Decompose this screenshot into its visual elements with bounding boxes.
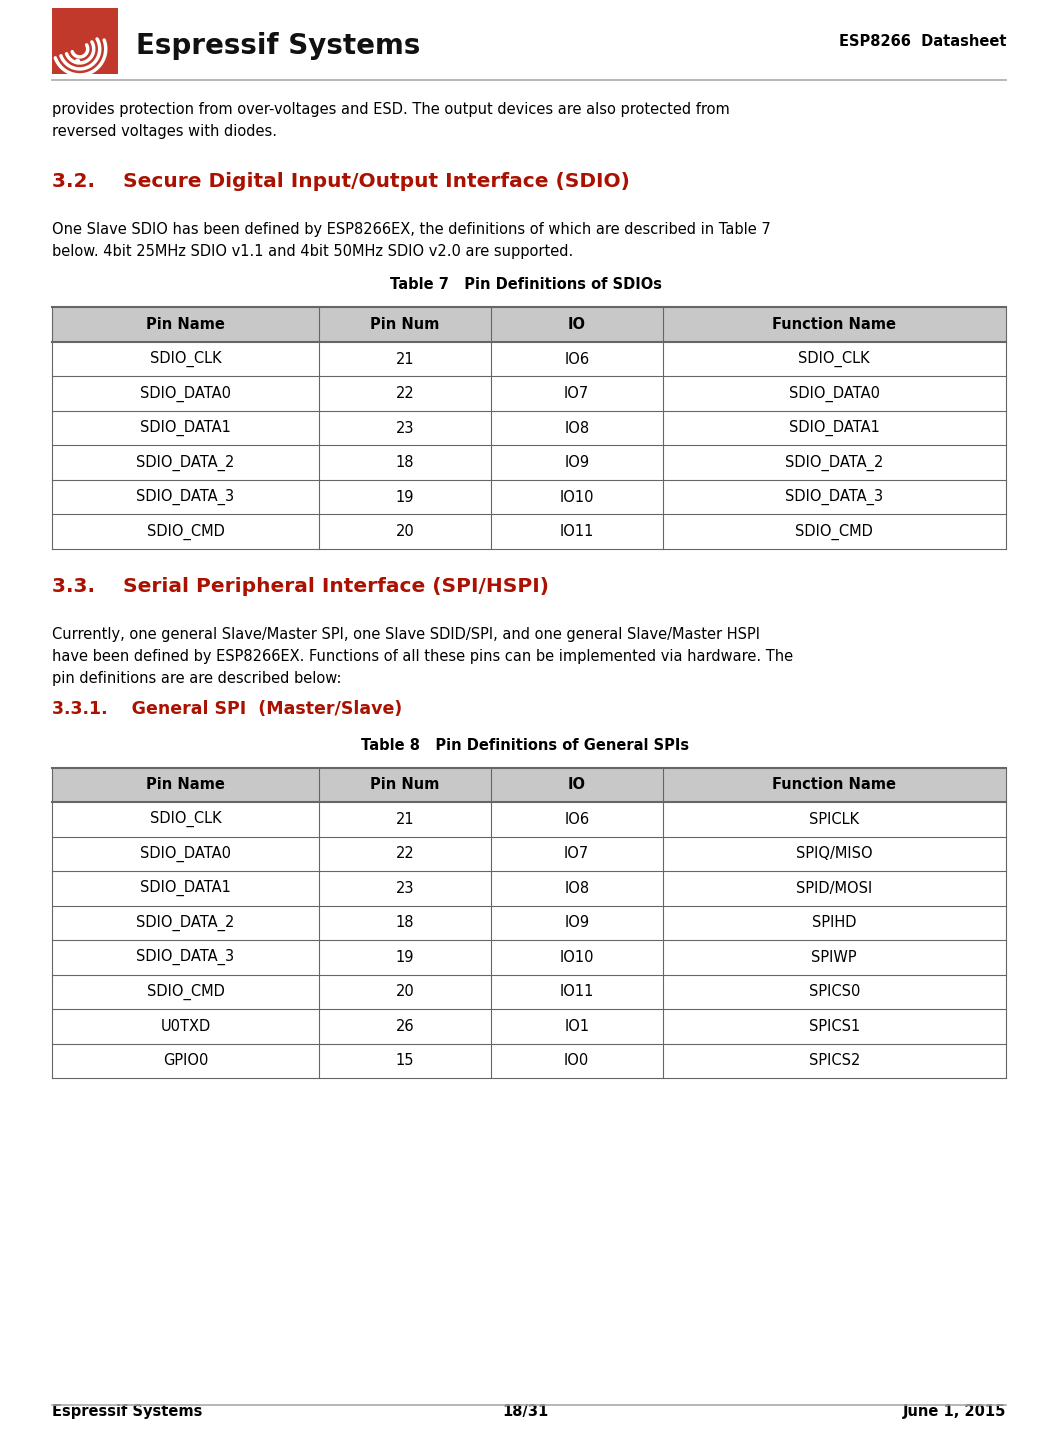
Text: IO6: IO6	[564, 351, 590, 367]
Text: 3.2.    Secure Digital Input/Output Interface (SDIO): 3.2. Secure Digital Input/Output Interfa…	[51, 172, 630, 191]
Text: SDIO_DATA_3: SDIO_DATA_3	[785, 488, 883, 506]
Text: SDIO_DATA1: SDIO_DATA1	[140, 420, 231, 436]
Text: SDIO_DATA_3: SDIO_DATA_3	[137, 949, 234, 965]
Bar	[51, 941, 1006, 974]
Text: 18: 18	[396, 455, 414, 470]
Bar	[51, 906, 1006, 941]
Text: below. 4bit 25MHz SDIO v1.1 and 4bit 50MHz SDIO v2.0 are supported.: below. 4bit 25MHz SDIO v1.1 and 4bit 50M…	[51, 244, 573, 260]
Text: IO7: IO7	[564, 847, 590, 861]
Text: Pin Num: Pin Num	[370, 777, 439, 792]
Text: SDIO_DATA_2: SDIO_DATA_2	[137, 915, 234, 931]
Text: IO8: IO8	[564, 881, 590, 896]
Text: SDIO_CLK: SDIO_CLK	[149, 811, 222, 828]
Text: pin definitions are are described below:: pin definitions are are described below:	[51, 670, 342, 686]
Text: SDIO_CMD: SDIO_CMD	[796, 523, 873, 540]
Text: One Slave SDIO has been defined by ESP8266EX, the definitions of which are descr: One Slave SDIO has been defined by ESP82…	[51, 223, 770, 237]
Text: IO11: IO11	[559, 525, 594, 539]
Text: SDIO_DATA_3: SDIO_DATA_3	[137, 488, 234, 506]
Text: 3.3.1.    General SPI  (Master/Slave): 3.3.1. General SPI (Master/Slave)	[51, 699, 403, 718]
Text: SPIQ/MISO: SPIQ/MISO	[796, 847, 872, 861]
Bar	[51, 871, 1006, 906]
Text: SPIWP: SPIWP	[811, 949, 858, 965]
Text: provides protection from over-voltages and ESD. The output devices are also prot: provides protection from over-voltages a…	[51, 103, 729, 117]
Text: SDIO_CLK: SDIO_CLK	[149, 351, 222, 367]
Text: 22: 22	[395, 386, 414, 402]
Bar	[51, 1009, 1006, 1043]
Bar	[51, 802, 1006, 837]
Text: Table 8   Pin Definitions of General SPIs: Table 8 Pin Definitions of General SPIs	[362, 737, 689, 753]
Text: SPID/MOSI: SPID/MOSI	[797, 881, 872, 896]
Text: IO9: IO9	[564, 915, 590, 931]
Text: ESP8266  Datasheet: ESP8266 Datasheet	[839, 35, 1006, 49]
Text: 15: 15	[396, 1053, 414, 1068]
Text: SDIO_CMD: SDIO_CMD	[147, 523, 225, 540]
Text: Espressif Systems: Espressif Systems	[136, 32, 420, 61]
Text: Pin Name: Pin Name	[146, 316, 225, 332]
Text: 18/31: 18/31	[502, 1405, 549, 1419]
Text: 23: 23	[396, 420, 414, 435]
Text: IO7: IO7	[564, 386, 590, 402]
Text: 20: 20	[395, 984, 414, 1000]
Bar	[51, 974, 1006, 1009]
Text: Function Name: Function Name	[772, 316, 897, 332]
Text: 22: 22	[395, 847, 414, 861]
Text: have been defined by ESP8266EX. Functions of all these pins can be implemented v: have been defined by ESP8266EX. Function…	[51, 649, 794, 663]
Text: SPIHD: SPIHD	[812, 915, 857, 931]
Text: SPICS1: SPICS1	[808, 1019, 860, 1033]
Text: 18: 18	[396, 915, 414, 931]
Text: SDIO_DATA0: SDIO_DATA0	[789, 386, 880, 402]
Text: Pin Num: Pin Num	[370, 316, 439, 332]
Text: IO1: IO1	[564, 1019, 590, 1033]
Bar	[51, 308, 1006, 342]
Text: GPIO0: GPIO0	[163, 1053, 208, 1068]
Text: 19: 19	[396, 490, 414, 504]
Text: SDIO_CMD: SDIO_CMD	[147, 984, 225, 1000]
Text: Pin Name: Pin Name	[146, 777, 225, 792]
Text: SDIO_DATA_2: SDIO_DATA_2	[137, 455, 234, 471]
Bar	[51, 837, 1006, 871]
Bar	[51, 1043, 1006, 1078]
Text: 23: 23	[396, 881, 414, 896]
Text: 21: 21	[395, 351, 414, 367]
Text: IO10: IO10	[559, 490, 594, 504]
Text: IO8: IO8	[564, 420, 590, 435]
Text: IO11: IO11	[559, 984, 594, 1000]
Text: 20: 20	[395, 525, 414, 539]
Bar	[51, 514, 1006, 549]
Text: SDIO_DATA1: SDIO_DATA1	[140, 880, 231, 896]
Text: IO: IO	[568, 316, 585, 332]
Bar	[51, 376, 1006, 410]
Text: SDIO_DATA0: SDIO_DATA0	[140, 845, 231, 861]
Bar	[51, 445, 1006, 480]
Text: Espressif Systems: Espressif Systems	[51, 1405, 203, 1419]
Text: SDIO_CLK: SDIO_CLK	[799, 351, 870, 367]
Bar	[51, 480, 1006, 514]
Text: IO6: IO6	[564, 812, 590, 827]
Text: Table 7   Pin Definitions of SDIOs: Table 7 Pin Definitions of SDIOs	[390, 277, 661, 292]
Text: 26: 26	[395, 1019, 414, 1033]
Text: SPICLK: SPICLK	[809, 812, 860, 827]
Text: SDIO_DATA0: SDIO_DATA0	[140, 386, 231, 402]
Text: IO9: IO9	[564, 455, 590, 470]
Text: IO: IO	[568, 777, 585, 792]
Bar	[51, 767, 1006, 802]
Text: SPICS2: SPICS2	[808, 1053, 860, 1068]
Text: 21: 21	[395, 812, 414, 827]
Text: 19: 19	[396, 949, 414, 965]
Bar	[51, 342, 1006, 376]
Text: SDIO_DATA_2: SDIO_DATA_2	[785, 455, 884, 471]
Text: IO10: IO10	[559, 949, 594, 965]
Bar	[51, 9, 118, 74]
Text: June 1, 2015: June 1, 2015	[903, 1405, 1006, 1419]
Text: SDIO_DATA1: SDIO_DATA1	[789, 420, 880, 436]
Bar	[51, 410, 1006, 445]
Text: U0TXD: U0TXD	[161, 1019, 210, 1033]
Text: IO0: IO0	[564, 1053, 590, 1068]
Text: SPICS0: SPICS0	[808, 984, 860, 1000]
Text: Function Name: Function Name	[772, 777, 897, 792]
Text: Currently, one general Slave/Master SPI, one Slave SDID/SPI, and one general Sla: Currently, one general Slave/Master SPI,…	[51, 627, 760, 642]
Text: 3.3.    Serial Peripheral Interface (SPI/HSPI): 3.3. Serial Peripheral Interface (SPI/HS…	[51, 577, 549, 595]
Text: reversed voltages with diodes.: reversed voltages with diodes.	[51, 124, 277, 139]
